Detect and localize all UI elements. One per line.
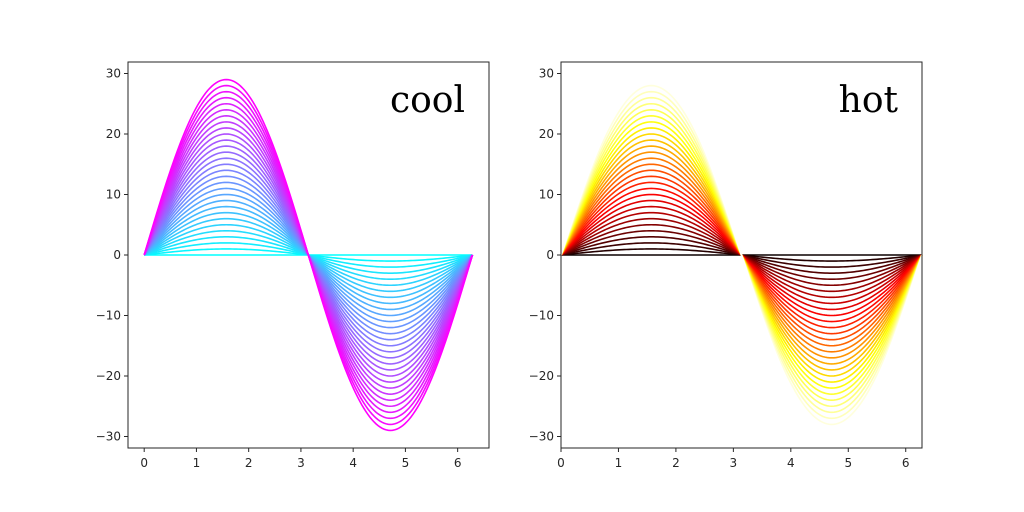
cool-panel: 0 1 2 3 4 5 6 −30 −20 −10 0 10 20 30 cool [96,61,490,470]
hot-x-tick-label-6: 6 [902,456,910,470]
cool-x-tick-label-3: 3 [297,456,305,470]
hot-x-tick-label-0: 0 [557,456,565,470]
cool-y-tick-label-20: 20 [106,127,121,141]
cool-panel-label: cool [390,80,465,121]
hot-y-tick-label-20: 20 [539,127,554,141]
cool-x-tick-label-0: 0 [140,456,148,470]
cool-y-tick-label-10: 10 [106,187,121,201]
hot-y-tick-label--10: −10 [529,309,554,323]
cool-y-tick-label-30: 30 [106,66,121,80]
hot-panel: 0 1 2 3 4 5 6 −30 −20 −10 0 10 20 30 hot [529,61,923,470]
hot-series-line-29 [560,78,923,432]
hot-y-tick-label--30: −30 [529,430,554,444]
hot-x-tick-label-2: 2 [672,456,680,470]
cool-y-tick-label--10: −10 [96,309,121,323]
cool-series-line-29 [143,78,474,432]
hot-x-tick-label-3: 3 [730,456,738,470]
hot-y-tick-label-0: 0 [546,248,554,262]
hot-x-tick-label-5: 5 [844,456,852,470]
hot-x-tick-label-4: 4 [787,456,795,470]
hot-x-tick-label-1: 1 [615,456,623,470]
hot-panel-label: hot [839,80,899,121]
hot-y-tick-label--20: −20 [529,369,554,383]
cool-y-tick-label--20: −20 [96,369,121,383]
cool-y-tick-label-0: 0 [113,248,121,262]
cool-y-tick-label--30: −30 [96,430,121,444]
cool-x-tick-label-6: 6 [454,456,462,470]
hot-y-tick-label-10: 10 [539,187,554,201]
cool-x-tick-label-1: 1 [193,456,201,470]
cool-x-tick-label-2: 2 [245,456,253,470]
cool-x-tick-label-4: 4 [349,456,357,470]
hot-y-tick-label-30: 30 [539,66,554,80]
cool-x-tick-label-5: 5 [402,456,410,470]
